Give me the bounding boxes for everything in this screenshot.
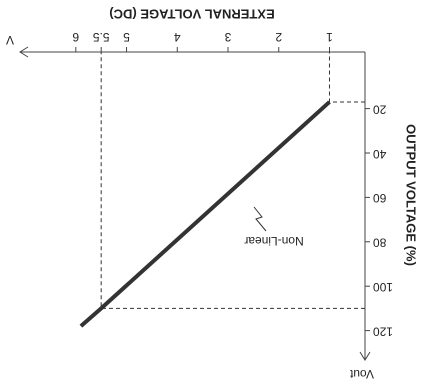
x-tick-label: 3	[224, 30, 231, 44]
x-axis-arrow	[19, 46, 29, 58]
y-tick-label: 60	[373, 191, 387, 205]
y-tick-label: 100	[373, 280, 393, 294]
x-tick-label: 5.5	[93, 30, 110, 44]
y-axis-end-label: Vout	[349, 367, 374, 381]
annotation-leader	[253, 206, 267, 232]
y-axis-title: OUTPUT VOLTAGE (%)	[404, 124, 419, 266]
y-axis-arrow	[359, 351, 371, 361]
x-tick-label: 1	[326, 30, 333, 44]
y-tick-label: 40	[373, 147, 387, 161]
annotation: Non-Linear	[244, 234, 303, 248]
y-tick-label: 20	[373, 102, 387, 116]
y-tick-label: 80	[373, 236, 387, 250]
x-axis-title: EXTERNAL VOLTAGE (DC)	[109, 7, 274, 22]
data-line	[79, 100, 331, 328]
guide-line	[100, 52, 365, 309]
x-tick-label: 4	[174, 30, 181, 44]
guide-line	[328, 52, 365, 103]
y-tick-label: 120	[373, 324, 393, 338]
x-tick-label: 6	[72, 30, 79, 44]
x-tick-label: 5	[123, 30, 130, 44]
x-axis-end-label: V	[6, 33, 14, 47]
x-tick-label: 2	[275, 30, 282, 44]
